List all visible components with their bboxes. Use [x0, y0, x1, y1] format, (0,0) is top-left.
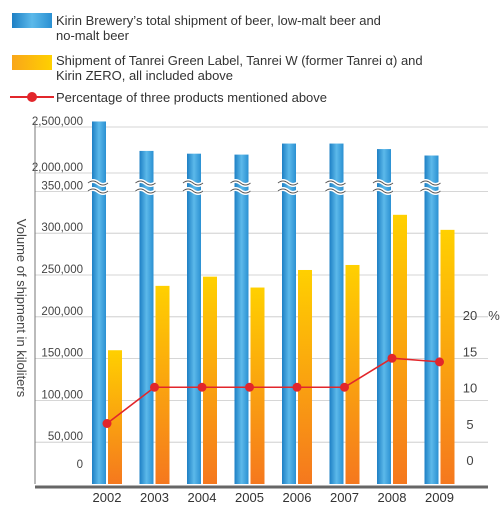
- legend-label-total: no-malt beer: [56, 28, 130, 43]
- y-tick-label: 300,000: [41, 222, 83, 234]
- percentage-point-2004: [197, 382, 207, 392]
- axis-break-mark: [230, 180, 251, 186]
- percentage-point-2005: [245, 382, 254, 392]
- bar-three-products-2008: [393, 214, 407, 485]
- y-tick-label: 2,500,000: [32, 116, 83, 128]
- axis-break-mark: [277, 180, 299, 186]
- x-tick-label: 2002: [93, 490, 122, 505]
- y2-axis-title: %: [488, 308, 500, 323]
- percentage-point-2009: [435, 357, 444, 367]
- axis-break-mark: [87, 188, 109, 194]
- bar-three-products-2004: [203, 276, 217, 484]
- axis-break-mark: [182, 180, 204, 186]
- x-tick-label: 2004: [188, 490, 217, 505]
- y-tick-label: 50,000: [48, 431, 83, 443]
- axis-break-mark: [325, 180, 346, 186]
- axis-break-mark: [372, 188, 394, 194]
- y-tick-label: 200,000: [41, 306, 83, 318]
- bar-three-products-2009: [440, 229, 455, 484]
- x-tick-label: 2005: [235, 490, 264, 505]
- axis-break-mark: [420, 180, 441, 186]
- percentage-point-2007: [340, 382, 349, 392]
- percentage-line: [106, 357, 440, 425]
- x-tick-label: 2008: [378, 490, 407, 505]
- percentage-point-2006: [292, 382, 302, 392]
- y2-tick-label: 10: [463, 381, 477, 396]
- axis-break-mark: [277, 188, 299, 194]
- axis-break-mark: [325, 188, 346, 194]
- axis-break-mark: [372, 180, 394, 186]
- legend-swatch-total: [12, 13, 52, 28]
- axis-break-mark: [135, 180, 156, 186]
- percentage-point-2008: [387, 353, 397, 363]
- percentage-point-2002: [102, 419, 112, 428]
- y-tick-label: 150,000: [41, 348, 83, 360]
- bar-total-2009: [424, 155, 439, 484]
- y-axis-title: Volume of shipment in kiloliters: [14, 219, 29, 398]
- y-tick-label: 2,000,000: [32, 162, 83, 174]
- x-tick-label: 2006: [283, 490, 312, 505]
- legend-swatch-three-products: [12, 55, 52, 70]
- axis-break-mark: [135, 188, 156, 194]
- y2-tick-label: 5: [466, 417, 473, 432]
- bar-total-2002: [92, 121, 106, 484]
- legend-marker-percentage: [27, 92, 37, 102]
- y2-tick-label: 15: [463, 344, 477, 359]
- bar-three-products-2007: [345, 264, 360, 484]
- x-tick-label: 2007: [330, 490, 359, 505]
- bar-three-products-2006: [298, 269, 312, 484]
- y2-tick-label: 20: [463, 308, 477, 323]
- bar-total-2004: [187, 153, 201, 484]
- axis-break-mark: [87, 180, 109, 186]
- percentage-point-2003: [150, 382, 159, 392]
- bar-total-2005: [234, 154, 249, 484]
- y-tick-label: 0: [77, 459, 83, 471]
- legend-label-three-products: Shipment of Tanrei Green Label, Tanrei W…: [56, 53, 423, 68]
- legend-label-three-products: Kirin ZERO, all included above: [56, 68, 233, 83]
- y-tick-label: 250,000: [41, 264, 83, 276]
- x-tick-label: 2003: [140, 490, 169, 505]
- bar-three-products-2005: [250, 287, 265, 484]
- axis-break-mark: [420, 188, 441, 194]
- legend-label-percentage: Percentage of three products mentioned a…: [56, 90, 327, 105]
- y-tick-label: 100,000: [41, 389, 83, 401]
- y2-tick-label: 0: [466, 453, 473, 468]
- bar-total-2008: [377, 149, 391, 484]
- bar-total-2003: [139, 150, 154, 485]
- axis-break-mark: [230, 188, 251, 194]
- bar-total-2007: [329, 143, 344, 484]
- x-tick-label: 2009: [425, 490, 454, 505]
- bar-total-2006: [282, 143, 296, 484]
- legend-label-total: Kirin Brewery’s total shipment of beer, …: [56, 13, 381, 28]
- y-tick-label: 350,000: [41, 180, 83, 192]
- bar-three-products-2003: [155, 285, 170, 484]
- axis-break-mark: [182, 188, 204, 194]
